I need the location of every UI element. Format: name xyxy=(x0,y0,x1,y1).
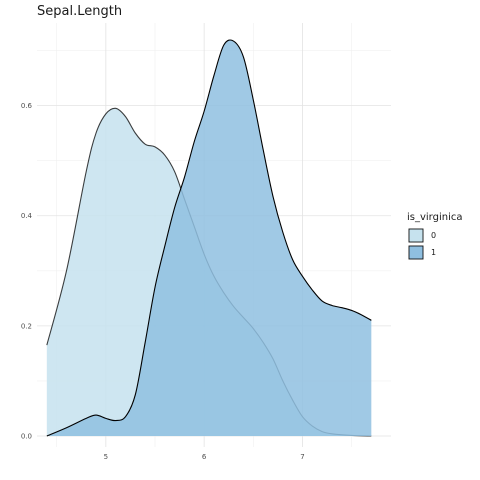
x-tick-label: 5 xyxy=(104,453,108,461)
y-tick-label: 0.4 xyxy=(21,212,33,220)
x-tick-label: 7 xyxy=(300,453,304,461)
legend-label-0: 0 xyxy=(431,231,436,240)
density-area-series-1 xyxy=(46,40,372,436)
chart-title: Sepal.Length xyxy=(37,4,122,19)
y-tick-label: 0.0 xyxy=(21,432,32,440)
legend-key-swatch-1 xyxy=(408,245,424,260)
plot-panel: 5 6 7 0.0 0.2 0.4 0.6 xyxy=(21,23,391,461)
density-line-series-1 xyxy=(46,39,372,437)
legend-label-1: 1 xyxy=(431,248,436,257)
legend: is_virginica 0 1 xyxy=(407,212,463,260)
legend-key-swatch-0 xyxy=(408,228,424,243)
legend-title: is_virginica xyxy=(407,212,463,223)
y-tick-label: 0.2 xyxy=(21,322,32,330)
y-tick-label: 0.6 xyxy=(21,102,33,110)
x-tick-label: 6 xyxy=(202,453,207,461)
